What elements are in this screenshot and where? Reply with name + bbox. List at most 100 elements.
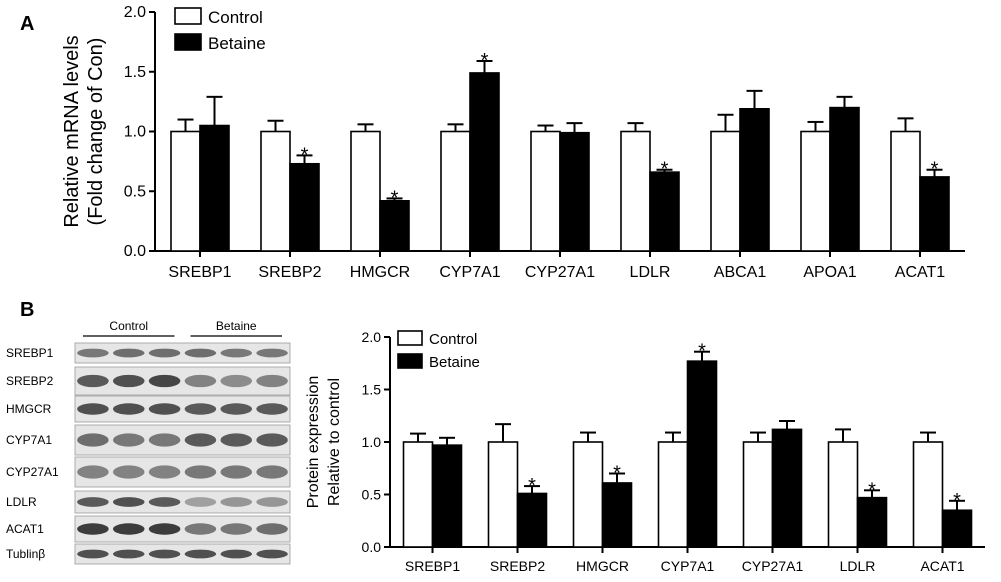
bar-control bbox=[170, 130, 201, 252]
blot-band bbox=[148, 433, 181, 447]
blot-band bbox=[112, 433, 145, 447]
bar-betaine bbox=[739, 107, 770, 252]
blot-band bbox=[220, 433, 253, 447]
legend-swatch bbox=[397, 330, 423, 346]
blot-band bbox=[148, 497, 181, 507]
blot-band bbox=[77, 549, 109, 559]
panel-letter-a: A bbox=[20, 13, 34, 35]
bar-betaine bbox=[379, 200, 410, 252]
blot-row-label: ACAT1 bbox=[6, 522, 44, 536]
bar-control bbox=[912, 441, 944, 548]
y-tick-label: 0.0 bbox=[362, 539, 382, 555]
blot-strip bbox=[74, 342, 291, 364]
category-label: ABCA1 bbox=[714, 264, 767, 281]
legend-swatch bbox=[174, 7, 202, 25]
blot-band bbox=[77, 348, 109, 358]
category-label: SREBP2 bbox=[258, 264, 321, 281]
legend-swatch bbox=[174, 33, 202, 51]
y-tick-label: 1.0 bbox=[124, 124, 146, 141]
blot-band bbox=[112, 497, 145, 507]
y-tick-label: 2.0 bbox=[362, 329, 382, 345]
blot-band bbox=[112, 374, 145, 388]
category-label: CYP7A1 bbox=[661, 558, 715, 574]
bar-betaine bbox=[856, 496, 888, 548]
category-label: SREBP1 bbox=[405, 558, 460, 574]
bar-betaine bbox=[941, 509, 973, 548]
y-tick-label: 0.0 bbox=[124, 243, 146, 260]
chart-a-mrna: 0.0 0.5 1.0 1.5 2.0 Relative mRNA levels (Fold… bbox=[61, 4, 965, 281]
blot-band bbox=[184, 403, 217, 415]
bar-betaine bbox=[289, 162, 320, 252]
blot-strip bbox=[74, 543, 291, 565]
blot-strip bbox=[74, 366, 291, 396]
category-label: CYP7A1 bbox=[439, 264, 500, 281]
bar-betaine bbox=[771, 428, 803, 548]
blot-group-label: Betaine bbox=[216, 319, 257, 333]
legend-label: Control bbox=[208, 8, 263, 27]
category-label: SREBP1 bbox=[168, 264, 231, 281]
blot-band bbox=[112, 348, 145, 358]
blot-band bbox=[256, 348, 288, 358]
bar-betaine bbox=[829, 106, 860, 252]
significance-marker: * bbox=[613, 463, 621, 485]
bar-control bbox=[440, 130, 471, 252]
y-tick-label: 1.5 bbox=[362, 382, 382, 398]
blot-band bbox=[220, 523, 253, 535]
blot-band bbox=[220, 497, 253, 507]
blot-strip bbox=[74, 395, 291, 423]
legend-label: Betaine bbox=[208, 34, 266, 53]
bar-betaine bbox=[199, 124, 230, 252]
blot-band bbox=[184, 465, 217, 479]
bar-control bbox=[800, 130, 831, 252]
bar-control bbox=[742, 441, 774, 548]
blot-band bbox=[112, 549, 145, 559]
legend-swatch bbox=[397, 353, 423, 369]
bar-betaine bbox=[469, 72, 500, 252]
blot-band bbox=[256, 403, 288, 415]
blot-band bbox=[184, 433, 217, 447]
bar-control bbox=[572, 441, 604, 548]
blot-strip bbox=[74, 490, 291, 514]
blot-band bbox=[148, 348, 181, 358]
blot-band bbox=[77, 465, 109, 479]
blot-row-label: CYP27A1 bbox=[6, 465, 59, 479]
bar-betaine bbox=[516, 492, 548, 548]
bar-control bbox=[710, 130, 741, 252]
significance-marker: * bbox=[698, 341, 706, 363]
y-axis-label: Relative to control bbox=[326, 378, 343, 506]
blot-band bbox=[184, 348, 217, 358]
significance-marker: * bbox=[953, 490, 961, 512]
blot-band bbox=[256, 523, 288, 535]
category-label: SREBP2 bbox=[490, 558, 545, 574]
bar-control bbox=[620, 130, 651, 252]
blot-band bbox=[184, 497, 217, 507]
blot-band bbox=[256, 497, 288, 507]
bar-control bbox=[827, 441, 859, 548]
bar-control bbox=[530, 130, 561, 252]
y-tick-label: 0.5 bbox=[124, 183, 146, 200]
blot-band bbox=[256, 433, 288, 447]
bar-betaine bbox=[431, 444, 463, 548]
blot-band bbox=[77, 497, 109, 507]
blot-row-label: CYP7A1 bbox=[6, 433, 52, 447]
blot-band bbox=[184, 374, 217, 388]
blot-band bbox=[148, 523, 181, 535]
category-label: CYP27A1 bbox=[525, 264, 595, 281]
blot-row-label: SREBP2 bbox=[6, 374, 54, 388]
blot-band bbox=[77, 403, 109, 415]
significance-marker: * bbox=[391, 187, 399, 209]
category-label: HMGCR bbox=[576, 558, 629, 574]
blot-group-label: Control bbox=[109, 319, 148, 333]
significance-marker: * bbox=[301, 144, 309, 166]
bar-control bbox=[487, 441, 519, 548]
bar-control bbox=[350, 130, 381, 252]
blot-band bbox=[77, 433, 109, 447]
category-label: HMGCR bbox=[350, 264, 410, 281]
blot-band bbox=[256, 549, 288, 559]
blot-band bbox=[112, 465, 145, 479]
bar-betaine bbox=[559, 131, 590, 252]
bar-control bbox=[260, 130, 291, 252]
blot-band bbox=[184, 549, 217, 559]
significance-marker: * bbox=[868, 479, 876, 501]
